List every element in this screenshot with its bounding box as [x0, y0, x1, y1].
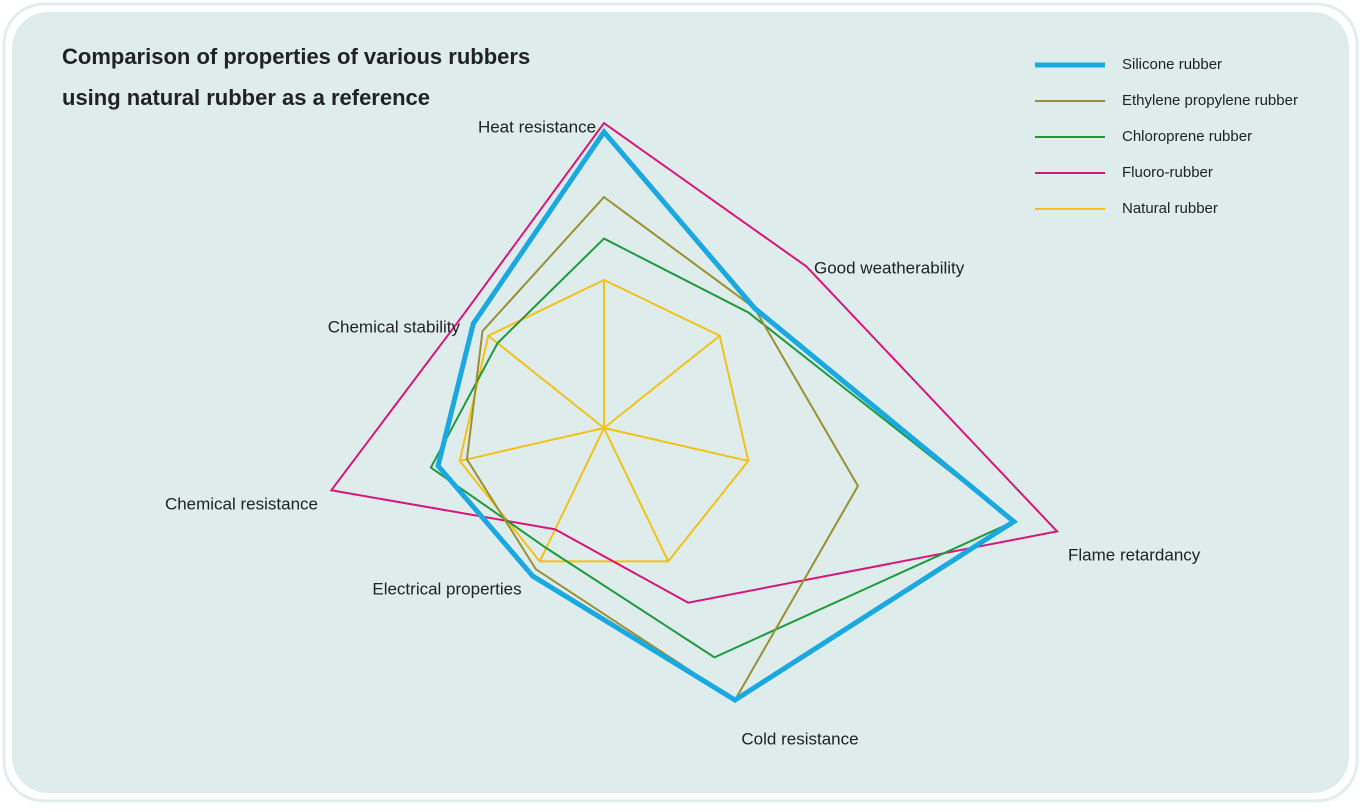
- series-line: [435, 127, 1019, 703]
- legend-label: Silicone rubber: [1122, 56, 1222, 73]
- legend-label: Chloroprene rubber: [1122, 128, 1252, 145]
- spoke: [603, 427, 749, 462]
- spoke: [459, 427, 605, 462]
- spoke: [487, 334, 605, 429]
- series-line: [429, 237, 1016, 659]
- axis-label: Heat resistance: [478, 117, 596, 136]
- axis-label: Chemical resistance: [165, 494, 318, 513]
- axis-label: Chemical stability: [328, 317, 461, 336]
- axis-label: Electrical properties: [372, 579, 521, 598]
- panel: [12, 12, 1349, 793]
- series-line: [465, 195, 860, 702]
- series-line: [329, 121, 1060, 604]
- chart-title: Comparison of properties of various rubb…: [62, 44, 530, 69]
- legend-label: Natural rubber: [1122, 200, 1218, 217]
- legend-label: Fluoro-rubber: [1122, 164, 1213, 181]
- series-line: [458, 278, 750, 563]
- legend-label: Ethylene propylene rubber: [1122, 92, 1298, 109]
- spoke: [538, 427, 605, 562]
- axis-label: Flame retardancy: [1068, 545, 1201, 564]
- chart-title: using natural rubber as a reference: [62, 85, 430, 110]
- spoke: [603, 334, 721, 429]
- axis-label: Good weatherability: [814, 258, 965, 277]
- spoke: [603, 427, 670, 562]
- axis-label: Cold resistance: [741, 729, 858, 748]
